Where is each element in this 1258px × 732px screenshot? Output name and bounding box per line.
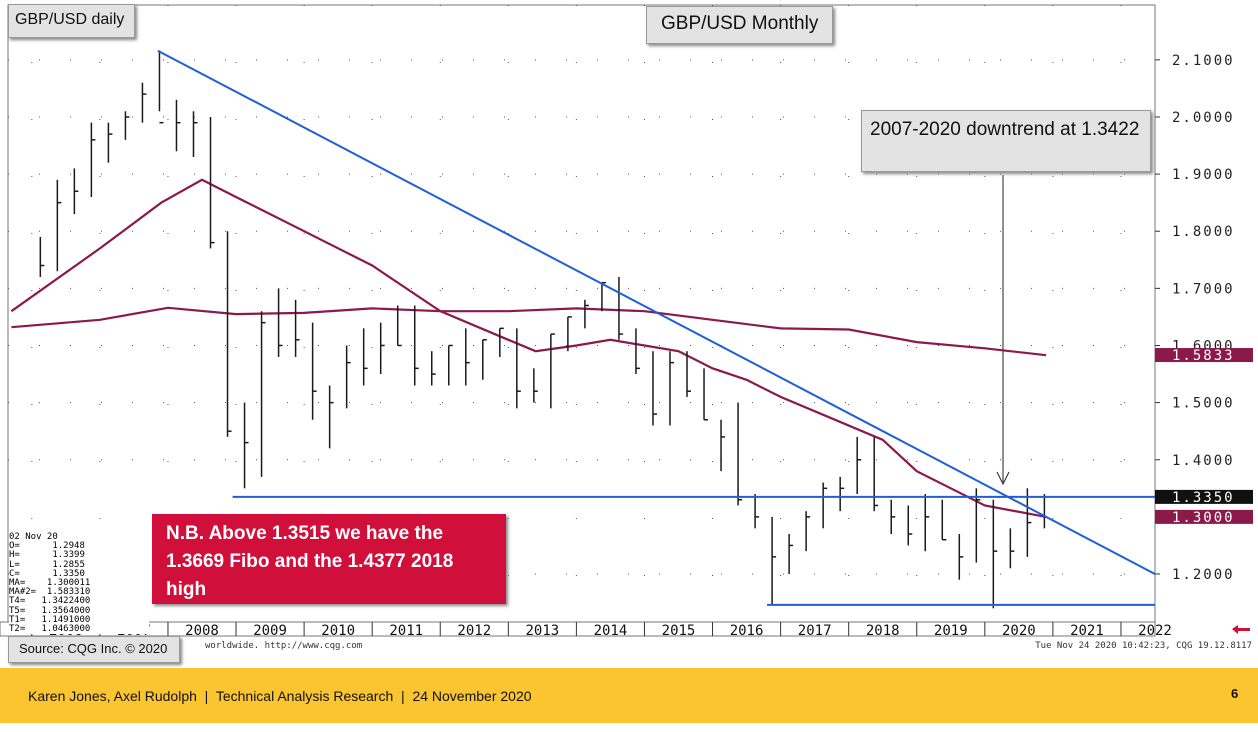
data-box: 02 Nov 20 O= 1.2948 H= 1.3399 L= 1.2855 C= 1…	[9, 532, 149, 635]
callout: 2007-2020 downtrend at 1.3422	[861, 110, 1151, 172]
x-tick-label: 2022	[1138, 623, 1172, 639]
x-tick-label: 2019	[934, 623, 968, 639]
note-box: N.B. Above 1.3515 we have the 1.3669 Fib…	[152, 514, 506, 604]
x-tick-label: 2012	[457, 623, 491, 639]
data-box-row: T1= 1.1491000	[9, 614, 91, 625]
data-box-row: MA= 1.300011	[9, 578, 91, 589]
price-label-box	[1155, 489, 1253, 504]
x-tick-label: 2013	[525, 623, 559, 639]
y-tick-label: 1.9000	[1172, 167, 1235, 183]
page-number: 6	[1231, 686, 1239, 701]
x-tick-label: 2017	[798, 623, 832, 639]
moving-average	[11, 306, 1047, 357]
price-label: 1.3000	[1172, 510, 1235, 526]
x-tick-label: 2018	[866, 623, 900, 639]
y-tick-label: 1.7000	[1172, 281, 1235, 297]
footer-text: Karen Jones, Axel Rudolph | Technical An…	[28, 688, 532, 704]
x-tick-label: 2009	[253, 623, 287, 639]
x-tick-label: 2015	[662, 623, 696, 639]
x-tick-label: 2016	[730, 623, 764, 639]
chart-title: GBP/USD Monthly	[646, 6, 834, 44]
data-box-row: T5= 1.3564000	[9, 605, 91, 616]
arrow-head	[996, 471, 1010, 486]
footer-band	[0, 668, 1258, 723]
data-box-row: T2= 1.0463000	[9, 624, 91, 635]
y-tick-label: 1.4000	[1172, 453, 1235, 469]
source: Source: CQG Inc. © 2020	[8, 636, 181, 663]
y-tick-label: 2.0000	[1172, 110, 1235, 126]
data-box-row: T4= 1.3422400	[9, 596, 91, 607]
price-label: 1.5833	[1172, 348, 1235, 364]
moving-average	[10, 178, 1047, 518]
x-tick-label: 2008	[185, 623, 219, 639]
timestamp: Tue Nov 24 2020 10:42:23, CQG 19.12.8117	[1035, 641, 1252, 651]
data-box-row: L= 1.2855	[9, 559, 85, 570]
x-tick-label: 2014	[594, 623, 628, 639]
y-tick-label: 2.1000	[1172, 53, 1235, 69]
y-tick-label: 1.8000	[1172, 224, 1235, 240]
y-tick-label: 1.2000	[1172, 567, 1235, 583]
scroll-arrow	[1232, 625, 1250, 634]
data-box-row: 02 Nov 20	[9, 532, 58, 542]
trend-line	[157, 49, 1156, 575]
copyright: worldwide. http://www.cqg.com	[205, 641, 363, 651]
price-label: 1.3350	[1172, 490, 1235, 506]
data-box-row: H= 1.3399	[9, 550, 85, 561]
price-label-box	[1155, 348, 1253, 363]
x-tick-label: 2020	[1002, 623, 1036, 639]
data-box-row: O= 1.2948	[9, 541, 85, 552]
x-axis-band	[0, 621, 1156, 637]
x-tick-label: 2011	[389, 623, 423, 639]
x-tick-label: 2010	[321, 623, 355, 639]
data-box-row: C= 1.3350	[9, 568, 85, 579]
subtitle: GBP/USD daily	[8, 4, 136, 38]
data-box-row: MA#2= 1.583310	[9, 587, 91, 598]
y-tick-label: 1.5000	[1172, 396, 1235, 412]
price-label-box	[1155, 509, 1253, 524]
x-tick-label: 2021	[1070, 623, 1104, 639]
